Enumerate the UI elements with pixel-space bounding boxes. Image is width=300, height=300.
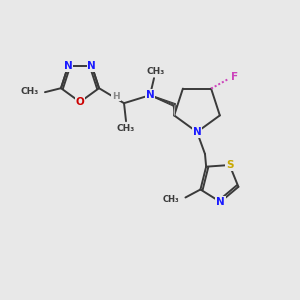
- Text: N: N: [146, 90, 154, 100]
- Text: N: N: [216, 197, 225, 207]
- Text: CH₃: CH₃: [147, 67, 165, 76]
- Text: S: S: [226, 160, 233, 170]
- Text: O: O: [76, 97, 84, 107]
- Text: CH₃: CH₃: [117, 124, 135, 133]
- Text: F: F: [230, 72, 238, 82]
- Text: H: H: [112, 92, 120, 101]
- Polygon shape: [172, 105, 178, 116]
- Text: N: N: [193, 127, 201, 137]
- Text: N: N: [64, 61, 73, 71]
- Text: CH₃: CH₃: [163, 195, 179, 204]
- Text: CH₃: CH₃: [21, 87, 39, 96]
- Text: N: N: [87, 61, 96, 71]
